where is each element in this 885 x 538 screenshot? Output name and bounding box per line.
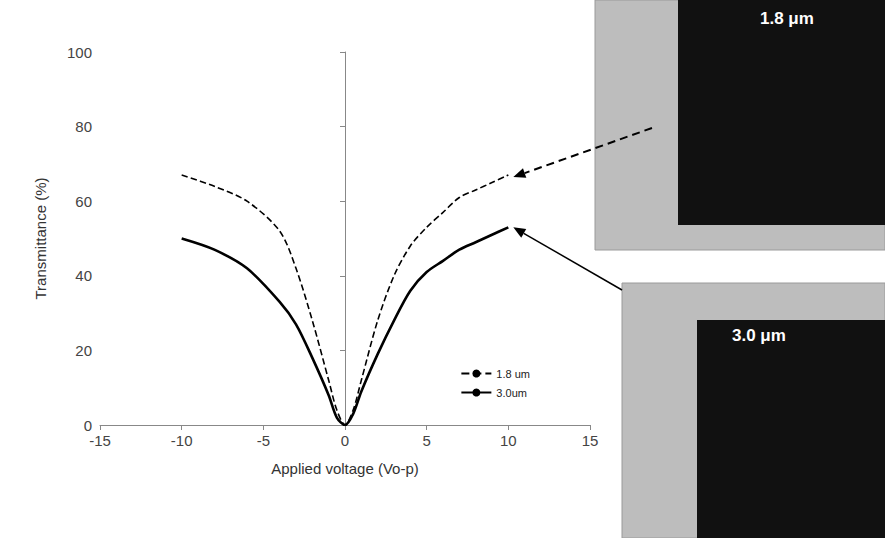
svg-text:0: 0 [84, 417, 92, 434]
svg-text:1.8 μm: 1.8 μm [760, 9, 814, 28]
svg-text:20: 20 [75, 342, 92, 359]
svg-text:-15: -15 [89, 432, 111, 449]
svg-text:15: 15 [582, 432, 599, 449]
svg-text:3.0 μm: 3.0 μm [732, 326, 786, 345]
svg-text:5: 5 [422, 432, 430, 449]
svg-text:1.8 um: 1.8 um [496, 368, 530, 380]
svg-text:Applied voltage (Vo-p): Applied voltage (Vo-p) [271, 460, 419, 477]
svg-text:3.0um: 3.0um [496, 387, 527, 399]
svg-text:60: 60 [75, 193, 92, 210]
svg-text:Transmittance (%): Transmittance (%) [32, 178, 49, 300]
svg-text:-5: -5 [257, 432, 270, 449]
svg-text:0: 0 [341, 432, 349, 449]
svg-text:-10: -10 [171, 432, 193, 449]
svg-text:100: 100 [67, 44, 92, 61]
svg-text:10: 10 [500, 432, 517, 449]
svg-text:80: 80 [75, 118, 92, 135]
svg-text:40: 40 [75, 267, 92, 284]
